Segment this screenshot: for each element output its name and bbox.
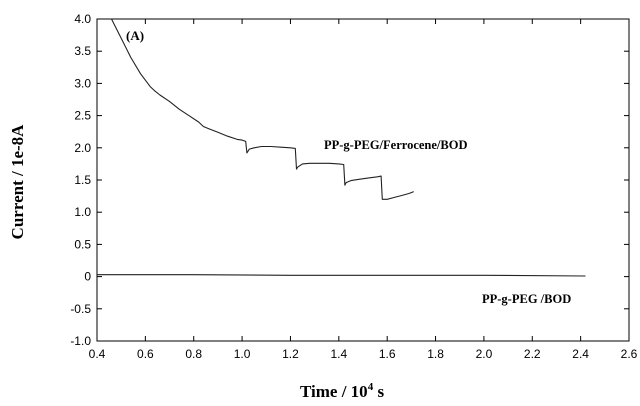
y-tick-label: 2.0	[74, 141, 91, 155]
x-axis-title-sup: 4	[368, 381, 374, 393]
series-label-bod: PP-g-PEG /BOD	[482, 292, 571, 306]
x-tick-label: 1.8	[427, 347, 444, 361]
y-tick-label: 0.5	[74, 237, 91, 251]
x-tick-label: 1.0	[234, 347, 251, 361]
x-tick-label: 2.2	[524, 347, 541, 361]
y-tick-label: -1.0	[70, 334, 91, 348]
y-tick-label: 3.5	[74, 44, 91, 58]
x-axis-title-main: Time / 10	[300, 382, 368, 401]
y-tick-label: -0.5	[70, 302, 91, 316]
x-tick-label: 1.6	[379, 347, 396, 361]
y-tick-label: 4.0	[74, 12, 91, 26]
x-tick-label: 2.4	[572, 347, 589, 361]
x-tick-label: 2.6	[621, 347, 638, 361]
series-line-ferrocene-bod	[111, 18, 414, 200]
lines-layer	[97, 18, 586, 277]
y-axis-title: Current / 1e-8A	[8, 124, 27, 240]
y-tick-label: 3.0	[74, 76, 91, 90]
y-tick-label: 1.5	[74, 173, 91, 187]
y-tick-label: 2.5	[74, 109, 91, 123]
x-tick-label: 1.2	[282, 347, 299, 361]
series-line-bod	[97, 274, 586, 277]
x-tick-label: 1.4	[330, 347, 347, 361]
panel-label: (A)	[126, 28, 144, 43]
y-tick-label: 0	[84, 270, 91, 284]
x-tick-label: 0.8	[185, 347, 202, 361]
ticks-layer: 0.4 0.6 0.8 1.0 1.2 1.4 1.6 1.8 2.0 2.2 2.4 2.6 -1.0…	[70, 12, 637, 361]
x-tick-label: 2.0	[476, 347, 493, 361]
x-tick-label: 0.6	[137, 347, 154, 361]
series-label-ferrocene: PP-g-PEG/Ferrocene/BOD	[324, 138, 467, 152]
x-axis-title-unit: s	[373, 382, 384, 401]
y-tick-label: 1.0	[74, 205, 91, 219]
x-axis-title: Time / 104 s	[300, 381, 384, 401]
x-tick-label: 0.4	[89, 347, 106, 361]
